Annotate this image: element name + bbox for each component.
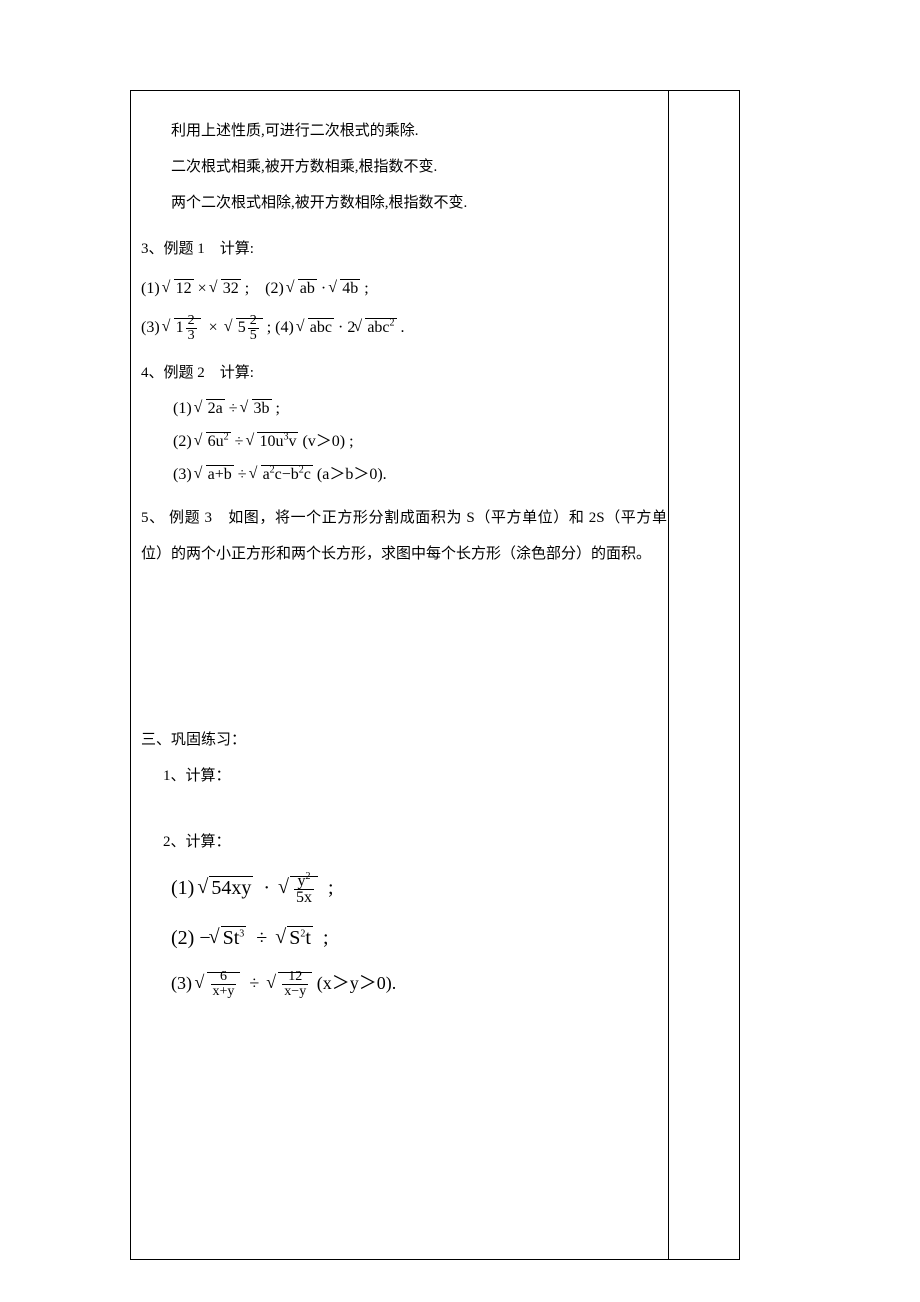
ex2-l2tail: (v＞0) ;	[302, 433, 353, 450]
ex1-p1c: ;	[364, 280, 368, 297]
pq1: (1)	[171, 877, 199, 899]
example-2-line1: (1) 2a ÷ 3b ;	[173, 395, 729, 424]
vertical-divider	[668, 91, 669, 1259]
example-1-heading: 3、例题 1 计算:	[141, 231, 729, 267]
practice-2: 2、计算：	[163, 824, 729, 860]
ex2-l2: (2)	[173, 433, 196, 450]
intro-line-2: 二次根式相乘,被开方数相乘,根指数不变.	[141, 149, 729, 185]
blank-space	[141, 572, 729, 722]
pq2: (2)	[171, 927, 199, 949]
example-2-heading: 4、例题 2 计算:	[141, 355, 729, 391]
page: 利用上述性质,可进行二次根式的乘除. 二次根式相乘,被开方数相乘,根指数不变. …	[0, 0, 920, 1302]
pq3tail: (x＞y＞0).	[317, 973, 397, 993]
practice-heading: 三、巩固练习：	[141, 722, 729, 758]
ex1-p1b: ; (2)	[245, 280, 288, 297]
example-2-line2: (2) 6u2 ÷ 10u3v (v＞0) ;	[173, 428, 729, 457]
ex1-p2a: (3)	[141, 319, 164, 336]
ex1-p2c: .	[401, 319, 405, 336]
intro-line-1: 利用上述性质,可进行二次根式的乘除.	[141, 113, 729, 149]
example-1-line1: (1) 12 × 32 ; (2) ab · 4b ;	[141, 271, 729, 306]
practice-1: 1、计算：	[163, 758, 729, 794]
ex2-l3: (3)	[173, 466, 196, 483]
intro-line-3: 两个二次根式相除,被开方数相除,根指数不变.	[141, 185, 729, 221]
example-3-text: 5、 例题 3 如图，将一个正方形分割成面积为 S（平方单位）和 2S（平方单位…	[141, 500, 729, 572]
practice-q1: (1) 54xy · y25x ;	[171, 864, 729, 912]
ex1-p1a: (1)	[141, 280, 164, 297]
ex2-l1: (1)	[173, 400, 196, 417]
content-box: 利用上述性质,可进行二次根式的乘除. 二次根式相乘,被开方数相乘,根指数不变. …	[130, 90, 740, 1260]
ex1-p2b: ; (4)	[267, 319, 298, 336]
practice-q3: (3) 6x+y ÷ 12x−y (x＞y＞0).	[171, 964, 729, 1004]
practice-q2: (2) −St3 ÷ S2t ;	[171, 916, 729, 960]
example-2-line3: (3) a+b ÷ a2c−b2c (a＞b＞0).	[173, 461, 729, 490]
pq3: (3)	[171, 973, 197, 993]
blank-space-2	[141, 794, 729, 824]
ex2-l3tail: (a＞b＞0).	[317, 466, 387, 483]
example-1-line2: (3) 123 × 525 ; (4) abc · 2abc2 .	[141, 310, 729, 345]
